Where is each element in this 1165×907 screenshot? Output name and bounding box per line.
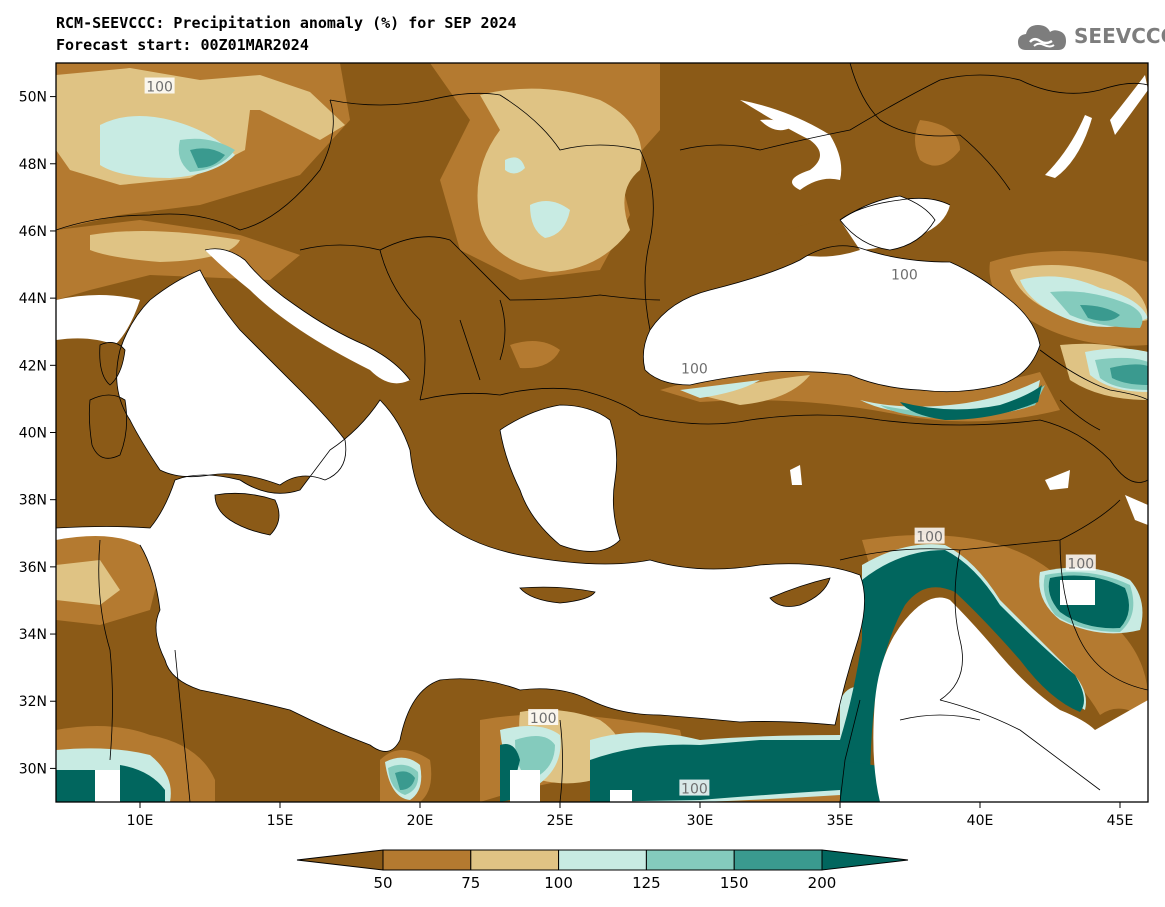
- lat-tick-label: 38N: [19, 493, 47, 509]
- lat-tick-label: 34N: [19, 627, 47, 643]
- colorbar-label: 200: [808, 874, 837, 892]
- contour-label-bg: [914, 527, 945, 544]
- contour-label: 100: [146, 80, 173, 96]
- lat-tick-label: 32N: [19, 694, 47, 710]
- lat-tick-label: 48N: [19, 157, 47, 173]
- contour-label: 100: [916, 530, 943, 546]
- lat-tick-label: 40N: [19, 426, 47, 442]
- map-title: RCM-SEEVCCC: Precipitation anomaly (%) f…: [56, 14, 517, 32]
- lon-tick-label: 30E: [687, 813, 714, 829]
- colorbar-box: [645, 849, 735, 871]
- contour-label-bg: [144, 77, 175, 94]
- colorbar-box: [382, 849, 472, 871]
- seevccc-logo: SEEVCCC: [1016, 20, 1165, 60]
- axis-ticks: 10E 15E 20E 25E 30E 35E 40E 45E 30N 32N 34N 36N 38N 4…: [19, 90, 1134, 829]
- contour-label-bg: [679, 359, 710, 376]
- lat-tick-label: 36N: [19, 560, 47, 576]
- contour-label: 100: [681, 782, 708, 798]
- colorbar-low-arrow: [296, 849, 384, 871]
- coastlines-and-borders: [56, 63, 1148, 802]
- contour-label-bg: [528, 709, 559, 726]
- forecast-start-label: Forecast start: 00Z01MAR2024: [56, 36, 309, 54]
- lon-tick-label: 45E: [1107, 813, 1134, 829]
- lat-tick-label: 30N: [19, 761, 47, 777]
- colorbar-box: [558, 849, 647, 871]
- sea-mask: [56, 75, 1148, 802]
- colorbar-box: [733, 849, 823, 871]
- lon-tick-label: 15E: [267, 813, 294, 829]
- lat-tick-label: 44N: [19, 291, 47, 307]
- colorbar-box: [470, 849, 560, 871]
- lon-tick-label: 25E: [547, 813, 574, 829]
- colorbar-label: 50: [373, 874, 392, 892]
- anomaly-150-200-areas: [190, 148, 1148, 790]
- colorbar-label: 75: [461, 874, 480, 892]
- colorbar-high-arrow: [821, 849, 909, 871]
- colorbar-label: 150: [720, 874, 749, 892]
- contour-label: 100: [681, 362, 708, 378]
- contour-label: 100: [530, 711, 557, 727]
- lat-tick-label: 50N: [19, 90, 47, 106]
- contour-labels: 100 100 100 100 100 100 100: [144, 77, 1096, 798]
- lat-tick-label: 42N: [19, 358, 47, 374]
- logo-text: SEEVCCC: [1074, 24, 1165, 48]
- contour-label-bg: [1065, 554, 1096, 571]
- cloud-icon: [1018, 25, 1066, 50]
- lat-tick-label: 46N: [19, 224, 47, 240]
- lon-tick-label: 20E: [407, 813, 434, 829]
- colorbar-label: 125: [632, 874, 661, 892]
- colorbar: 50 75 100 125 150 200: [296, 849, 909, 892]
- contour-label-bg: [679, 779, 710, 796]
- islands: [89, 198, 950, 607]
- lon-tick-label: 35E: [827, 813, 854, 829]
- contour-label-bg: [889, 265, 920, 282]
- lon-tick-label: 40E: [967, 813, 994, 829]
- lon-tick-label: 10E: [127, 813, 154, 829]
- contour-label: 100: [1067, 557, 1094, 573]
- colorbar-label: 100: [544, 874, 573, 892]
- contour-label: 100: [891, 268, 918, 284]
